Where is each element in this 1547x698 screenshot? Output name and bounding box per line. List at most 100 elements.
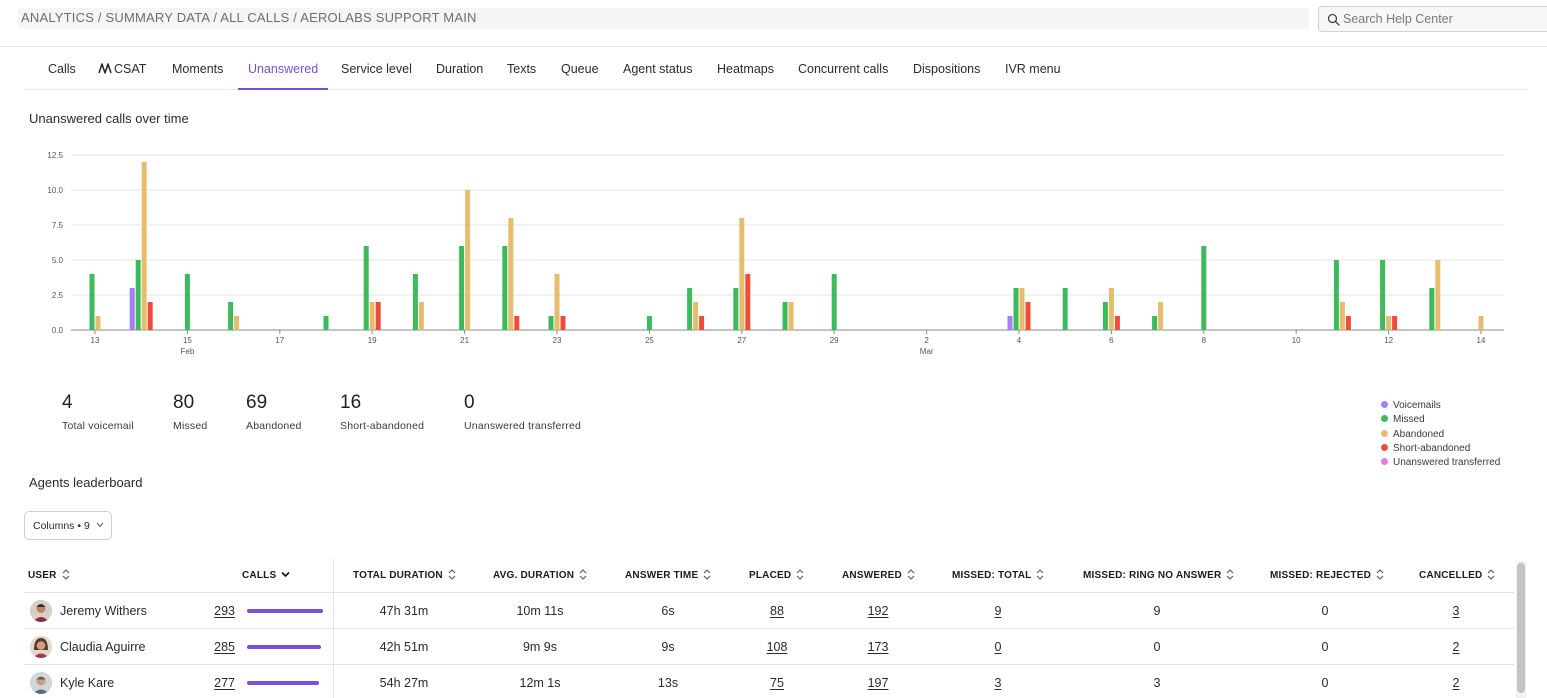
stat-abandoned: 69 Abandoned (246, 392, 302, 432)
missed-total-link[interactable]: 3 (994, 676, 1002, 690)
tab-agent-status[interactable]: Agent status (623, 62, 693, 76)
bar-abandoned (1158, 302, 1164, 330)
user-name[interactable]: Claudia Aguirre (60, 640, 146, 654)
sort-desc-icon (281, 571, 290, 577)
table-row[interactable]: Jeremy Withers 293 47h 31m 10m 11s 6s 88… (24, 593, 1514, 629)
stat-short-abandoned: 16 Short-abandoned (340, 392, 424, 432)
cancelled-link[interactable]: 3 (1452, 604, 1460, 618)
stat-unanswered-transferred: 0 Unanswered transferred (464, 392, 581, 432)
tab-queue[interactable]: Queue (561, 62, 599, 76)
header-missed-ring-no-answer[interactable]: Missed: ring no answer (1083, 559, 1234, 593)
calls-count-link[interactable]: 293 (214, 604, 235, 618)
search-box[interactable] (1318, 6, 1547, 32)
tab-moments[interactable]: Moments (172, 62, 224, 76)
placed-link[interactable]: 108 (766, 640, 788, 654)
header-user[interactable]: User (28, 559, 70, 593)
bar-missed (412, 274, 418, 330)
missed-ring-no-answer: 3 (1153, 676, 1161, 690)
answered-link[interactable]: 173 (867, 640, 889, 654)
tab-dispositions[interactable]: Dispositions (913, 62, 981, 76)
legend-item-unanswered-transferred[interactable]: Unanswered transferred (1381, 456, 1541, 470)
cancelled-link[interactable]: 2 (1452, 640, 1460, 654)
calls-count-link[interactable]: 285 (214, 640, 235, 654)
missed-rejected: 0 (1321, 640, 1329, 654)
legend-item-short-abandoned[interactable]: Short-abandoned (1381, 442, 1541, 456)
x-tick-label: 2 (924, 336, 929, 345)
user-name[interactable]: Jeremy Withers (60, 604, 147, 618)
answered-link[interactable]: 197 (867, 676, 889, 690)
chart-legend: Voicemails Missed Abandoned Short-abando… (1381, 399, 1541, 470)
bar-missed (363, 246, 369, 330)
header-answer-time[interactable]: Answer time (625, 559, 711, 593)
tab-calls[interactable]: Calls (48, 62, 76, 76)
header-answered[interactable]: Answered (842, 559, 915, 593)
tab-unanswered[interactable]: Unanswered (238, 50, 329, 90)
legend-item-voicemails[interactable]: Voicemails (1381, 399, 1541, 413)
legend-label: Unanswered transferred (1393, 457, 1501, 469)
legend-label: Short-abandoned (1393, 442, 1471, 454)
bar-missed (323, 316, 329, 330)
bar-abandoned (418, 302, 424, 330)
missed-total-link[interactable]: 9 (994, 604, 1002, 618)
calls-count-link[interactable]: 277 (214, 676, 235, 690)
placed-link[interactable]: 88 (770, 604, 784, 618)
tab-csat[interactable]: CSAT (88, 50, 156, 90)
tab-concurrent-calls[interactable]: Concurrent calls (798, 62, 889, 76)
bar-abandoned (1019, 288, 1025, 330)
calls-bar (247, 681, 319, 685)
x-tick-label: 27 (737, 336, 746, 345)
legend-dot (1381, 458, 1388, 466)
bar-missed (459, 246, 465, 330)
bar-short-abandoned (1114, 316, 1120, 330)
search-input[interactable] (1343, 9, 1543, 29)
tab-heatmaps[interactable]: Heatmaps (717, 62, 774, 76)
bar-missed (1201, 246, 1207, 330)
header-missed-total[interactable]: Missed: total (952, 559, 1044, 593)
bar-short-abandoned (514, 316, 520, 330)
x-tick-label: 13 (91, 336, 100, 345)
table-row[interactable]: Claudia Aguirre 285 42h 51m 9m 9s 9s 108… (24, 629, 1514, 665)
tab-csat-label: CSAT (114, 62, 147, 76)
tab-service-level[interactable]: Service level (341, 62, 412, 76)
search-icon (1327, 13, 1340, 26)
columns-button[interactable]: Columns • 9 (24, 511, 112, 540)
header-placed[interactable]: Placed (749, 559, 804, 593)
header-label: Total duration (353, 570, 443, 581)
bar-missed (1102, 302, 1108, 330)
leaderboard-table: User Calls Total duration Avg. duration … (24, 559, 1514, 698)
answered-link[interactable]: 192 (867, 604, 889, 618)
y-tick-label: 5.0 (52, 256, 64, 265)
breadcrumb[interactable]: ANALYTICS / SUMMARY DATA / ALL CALLS / A… (18, 8, 1309, 29)
table-row[interactable]: Kyle Kare 277 54h 27m 12m 1s 13s 75 197 … (24, 665, 1514, 698)
tab-ivr-menu[interactable]: IVR menu (1005, 62, 1061, 76)
legend-item-missed[interactable]: Missed (1381, 413, 1541, 427)
y-tick-label: 0.0 (52, 326, 64, 335)
bar-voicemails (129, 288, 135, 330)
bar-abandoned (369, 302, 375, 330)
header-cancelled[interactable]: Cancelled (1419, 559, 1495, 593)
stat-value: 4 (62, 392, 73, 413)
placed-link[interactable]: 75 (770, 676, 784, 690)
bar-abandoned (693, 302, 699, 330)
y-tick-label: 2.5 (52, 291, 64, 300)
user-name[interactable]: Kyle Kare (60, 676, 115, 690)
legend-label: Missed (1393, 414, 1425, 426)
header-total-duration[interactable]: Total duration (353, 559, 456, 593)
tab-texts[interactable]: Texts (507, 62, 537, 76)
avg-duration: 10m 11s (516, 604, 564, 618)
missed-total-link[interactable]: 0 (994, 640, 1002, 654)
header-avg-duration[interactable]: Avg. duration (493, 559, 587, 593)
tab-duration[interactable]: Duration (436, 62, 484, 76)
header-calls[interactable]: Calls (242, 559, 290, 593)
analytics-tabs: Calls CSAT Moments Unanswered Service le… (24, 50, 1528, 90)
table-scrollbar-thumb[interactable] (1517, 563, 1525, 693)
header-label: Placed (749, 570, 792, 581)
legend-item-abandoned[interactable]: Abandoned (1381, 428, 1541, 442)
y-tick-label: 10.0 (47, 186, 63, 195)
header-label: Answered (842, 570, 902, 581)
cancelled-link[interactable]: 2 (1452, 676, 1460, 690)
y-tick-label: 12.5 (47, 151, 63, 160)
calls-bar (247, 645, 321, 649)
header-missed-rejected[interactable]: Missed: rejected (1270, 559, 1384, 593)
bar-missed (1062, 288, 1068, 330)
